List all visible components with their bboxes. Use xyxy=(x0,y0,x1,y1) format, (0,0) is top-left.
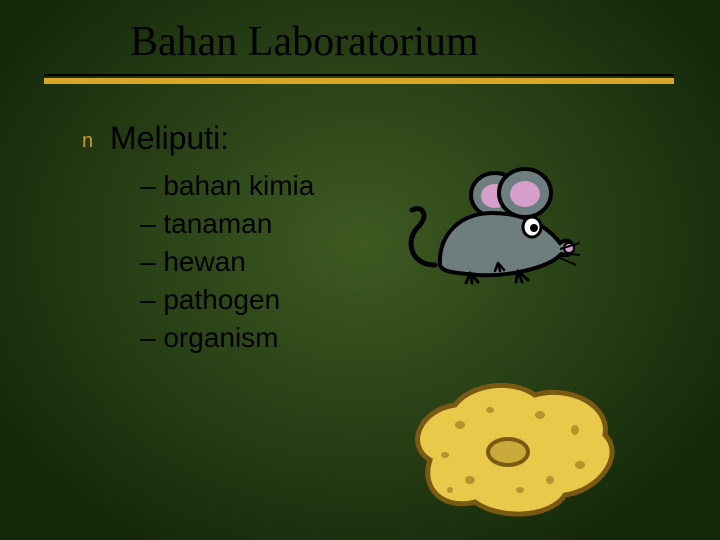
mouse-icon xyxy=(400,165,580,295)
slide-title: Bahan Laboratorium xyxy=(130,18,479,66)
list-item: – pathogen xyxy=(140,284,280,316)
bullet-marker: n xyxy=(82,130,93,153)
bullet-heading: Meliputi: xyxy=(110,120,229,157)
divider-gold-line xyxy=(44,78,674,84)
list-item: – hewan xyxy=(140,246,246,278)
list-item: – tanaman xyxy=(140,208,272,240)
list-item: – bahan kimia xyxy=(140,170,314,202)
divider-top-line xyxy=(44,74,674,76)
amoeba-icon xyxy=(400,370,620,520)
list-item: – organism xyxy=(140,322,279,354)
slide: Bahan Laboratorium n Meliputi: – bahan k… xyxy=(0,0,720,540)
